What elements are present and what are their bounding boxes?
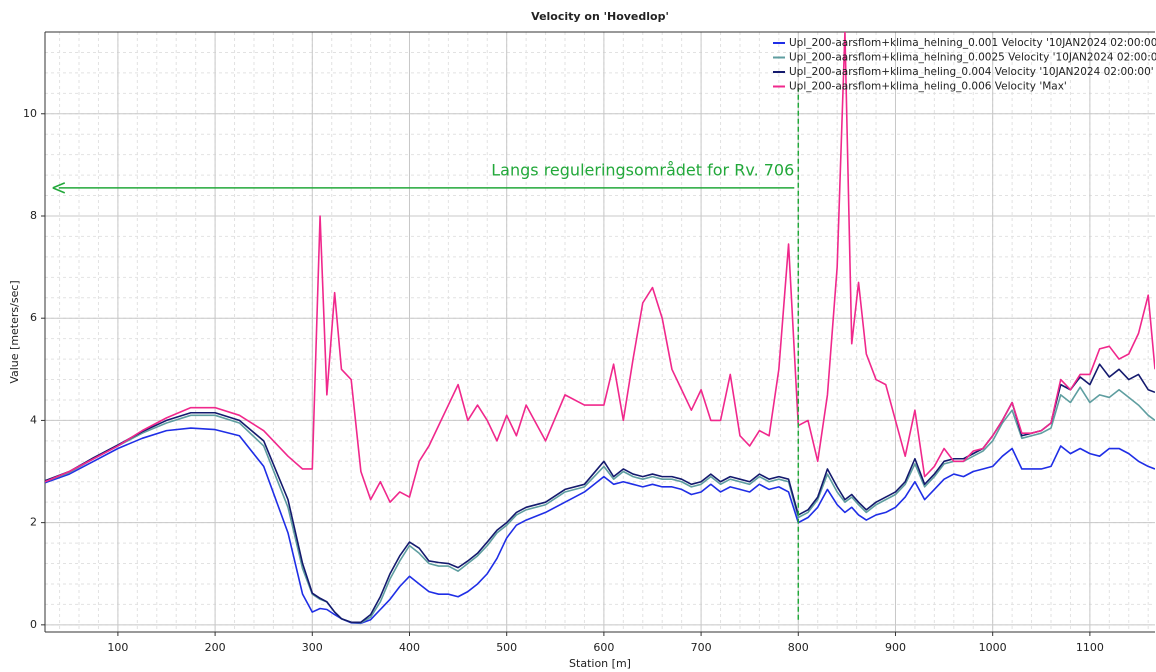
y-tick-label: 8 bbox=[30, 209, 37, 222]
x-tick-label: 500 bbox=[496, 641, 517, 654]
x-tick-label: 400 bbox=[399, 641, 420, 654]
series-line bbox=[45, 386, 1155, 624]
legend-text: Upl_200-aarsflom+klima_heling_0.004 Velo… bbox=[789, 66, 1154, 78]
x-axis-label: Station [m] bbox=[569, 657, 631, 670]
annotation-arrowhead bbox=[52, 182, 66, 194]
x-tick-label: 900 bbox=[885, 641, 906, 654]
annotation-text: Langs reguleringsområdet for Rv. 706 bbox=[491, 160, 794, 179]
y-tick-label: 10 bbox=[23, 107, 37, 120]
plot-area bbox=[45, 32, 1155, 625]
y-tick-label: 6 bbox=[30, 311, 37, 324]
series-line bbox=[45, 32, 1155, 503]
x-tick-label: 100 bbox=[107, 641, 128, 654]
x-tick-label: 300 bbox=[302, 641, 323, 654]
x-tick-label: 800 bbox=[788, 641, 809, 654]
x-tick-label: 600 bbox=[593, 641, 614, 654]
legend-text: Upl_200-aarsflom+klima_helning_0.0025 Ve… bbox=[789, 52, 1156, 64]
legend-text: Upl_200-aarsflom+klima_heling_0.006 Velo… bbox=[789, 81, 1067, 93]
x-tick-label: 200 bbox=[205, 641, 226, 654]
y-tick-label: 2 bbox=[30, 516, 37, 529]
y-tick-label: 4 bbox=[30, 413, 37, 426]
y-axis-label: Value [meters/sec] bbox=[8, 280, 21, 383]
x-tick-label: 1100 bbox=[1076, 641, 1104, 654]
series-line bbox=[45, 427, 1155, 625]
x-tick-label: 700 bbox=[691, 641, 712, 654]
legend-text: Upl_200-aarsflom+klima_helning_0.001 Vel… bbox=[789, 37, 1156, 49]
y-tick-label: 0 bbox=[30, 618, 37, 631]
chart-title: Velocity on 'Hovedlop' bbox=[531, 10, 669, 23]
x-tick-label: 1000 bbox=[979, 641, 1007, 654]
